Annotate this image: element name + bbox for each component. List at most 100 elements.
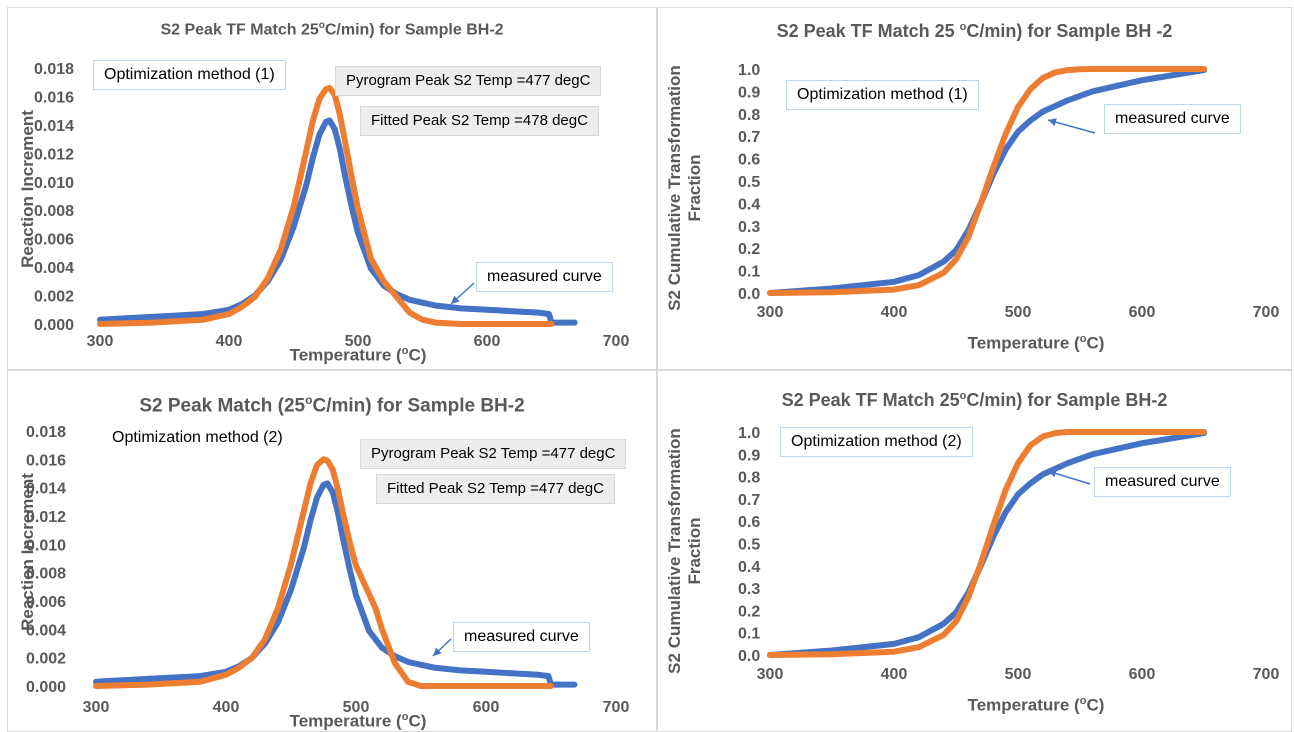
y-tick-label: 0.018 [34, 61, 74, 78]
x-tick-label: 700 [1253, 304, 1280, 321]
x-tick-label: 400 [881, 304, 908, 321]
arrow-head-icon [1048, 469, 1057, 478]
fitted-peak-label: Fitted Peak S2 Temp =477 degC [376, 474, 615, 504]
y-tick-label: 0.006 [26, 594, 66, 611]
y-tick-label: 0.010 [34, 175, 74, 192]
x-tick-label: 400 [213, 699, 240, 716]
y-tick-label: 0.000 [26, 679, 66, 696]
y-tick-label: 0.002 [34, 289, 74, 306]
x-tick-label: 300 [87, 333, 114, 350]
measured-curve-label: measured curve [1094, 467, 1231, 497]
y-tick-label: 0.002 [26, 651, 66, 668]
chart-svg-bottom-left: 0.000 0.002 0.004 0.006 0.008 0.010 0.012 0.014… [26, 424, 630, 716]
x-tick-label: 600 [1129, 666, 1156, 683]
fitted-curve-line [93, 456, 554, 689]
callout-arrow [1047, 119, 1096, 134]
chart-panel-top-left: 0.000 0.002 0.004 0.006 0.008 0.010 0.012 0.014… [7, 7, 657, 370]
y-tick-label: 0.7 [738, 129, 760, 146]
chart-title: S2 Peak TF Match 25oC/min) for Sample BH… [160, 20, 504, 39]
y-tick-label: 0.3 [738, 581, 760, 598]
y-tick-label: 0.9 [738, 447, 760, 464]
x-tick-label: 700 [603, 699, 630, 716]
y-tick-label: 0.2 [738, 241, 760, 258]
y-tick-label: 0.016 [26, 452, 66, 469]
x-tick-label: 500 [343, 699, 370, 716]
y-tick-label: 1.0 [738, 62, 760, 79]
arrow-head-icon [433, 647, 442, 656]
arrow-head-icon [451, 295, 460, 304]
x-axis-label: Temperature (oC) [967, 695, 1105, 715]
y-tick-label: 0.6 [738, 514, 760, 531]
chart-title: S2 Peak TF Match 25 oC/min) for Sample B… [776, 21, 1173, 41]
fitted-curve-line [97, 84, 555, 327]
chart-svg-bottom-right: 0.0 0.1 0.2 0.3 0.4 0.5 0.6 0.7 0.8 0.9 1.0 300 400 5… [738, 425, 1280, 683]
y-tick-label: 0.018 [26, 424, 66, 441]
y-tick-label: 0.5 [738, 537, 760, 554]
y-tick-label: 0.0 [738, 648, 760, 665]
y-tick-label: 0.4 [738, 559, 760, 576]
chart-title: S2 Peak Match (25oC/min) for Sample BH-2 [139, 393, 525, 417]
y-tick-label: 0.010 [26, 537, 66, 554]
y-tick-label: 0.5 [738, 174, 760, 191]
measured-curve-line [97, 117, 578, 326]
y-tick-label: 0.004 [26, 622, 66, 639]
y-tick-label: 0.0 [738, 286, 760, 303]
y-tick-label: 0.008 [34, 203, 74, 220]
fitted-curve-line [767, 66, 1207, 296]
y-tick-label: 0.000 [34, 317, 74, 334]
measured-curve-label: measured curve [1104, 104, 1241, 134]
x-axis-label: Temperature (oC) [289, 711, 427, 731]
y-tick-label: 0.012 [26, 509, 66, 526]
x-tick-label: 600 [474, 333, 501, 350]
y-tick-label: 0.3 [738, 219, 760, 236]
x-axis-label: Temperature (oC) [967, 333, 1105, 353]
y-tick-label: 0.004 [34, 260, 74, 277]
y-tick-label: 0.012 [34, 146, 74, 163]
x-tick-label: 400 [881, 666, 908, 683]
pyrogram-peak-label: Pyrogram Peak S2 Temp =477 degC [360, 439, 627, 469]
pyrogram-peak-label: Pyrogram Peak S2 Temp =477 degC [335, 66, 602, 96]
x-tick-label: 300 [757, 304, 784, 321]
chart-title: S2 Peak TF Match 25oC/min) for Sample BH… [781, 390, 1168, 410]
y-tick-label: 0.7 [738, 492, 760, 509]
measured-curve-line [767, 430, 1207, 658]
x-tick-label: 600 [1129, 304, 1156, 321]
chart-svg-top-left: 0.000 0.002 0.004 0.006 0.008 0.010 0.012 0.014… [34, 61, 630, 350]
measured-curve-label: measured curve [453, 622, 590, 652]
y-tick-label: 0.1 [738, 626, 760, 643]
fitted-curve-line [767, 429, 1207, 658]
chart-svg-top-right: 0.0 0.1 0.2 0.3 0.4 0.5 0.6 0.7 0.8 0.9 1.0 300 400 5… [738, 62, 1280, 321]
method-label: Optimization method (2) [101, 423, 294, 453]
y-tick-label: 0.016 [34, 89, 74, 106]
y-tick-label: 0.014 [26, 481, 66, 498]
y-tick-label: 0.1 [738, 264, 760, 281]
x-tick-label: 300 [83, 699, 110, 716]
y-tick-label: 0.008 [26, 566, 66, 583]
x-axis-label: Temperature (oC) [289, 345, 427, 365]
chart-panel-bottom-left: 0.000 0.002 0.004 0.006 0.008 0.010 0.012 0.014… [7, 370, 657, 732]
x-tick-label: 700 [1253, 666, 1280, 683]
measured-curve-label: measured curve [476, 262, 613, 292]
y-tick-label: 0.9 [738, 84, 760, 101]
y-tick-label: 0.4 [738, 196, 760, 213]
fitted-peak-label: Fitted Peak S2 Temp =478 degC [360, 106, 599, 136]
x-tick-label: 300 [757, 666, 784, 683]
x-tick-label: 400 [216, 333, 243, 350]
y-axis-label: Reaction Increment [18, 473, 37, 631]
y-axis-label: S2 Cumulative Transformation Fraction [665, 428, 704, 674]
x-tick-label: 700 [603, 333, 630, 350]
y-tick-label: 0.006 [34, 232, 74, 249]
y-tick-label: 0.014 [34, 118, 74, 135]
y-tick-label: 0.8 [738, 470, 760, 487]
method-label: Optimization method (1) [93, 60, 286, 90]
y-tick-label: 0.2 [738, 603, 760, 620]
chart-panel-top-right: 0.0 0.1 0.2 0.3 0.4 0.5 0.6 0.7 0.8 0.9 1.0 300 400 5… [657, 7, 1292, 370]
method-label: Optimization method (1) [786, 80, 979, 110]
x-tick-label: 600 [473, 699, 500, 716]
y-axis-label: Reaction Increment [18, 110, 37, 268]
y-tick-label: 1.0 [738, 425, 760, 442]
y-axis-label: S2 Cumulative Transformation Fraction [665, 65, 704, 311]
chart-panel-bottom-right: 0.0 0.1 0.2 0.3 0.4 0.5 0.6 0.7 0.8 0.9 1.0 300 400 5… [657, 370, 1292, 732]
method-label: Optimization method (2) [780, 427, 973, 457]
